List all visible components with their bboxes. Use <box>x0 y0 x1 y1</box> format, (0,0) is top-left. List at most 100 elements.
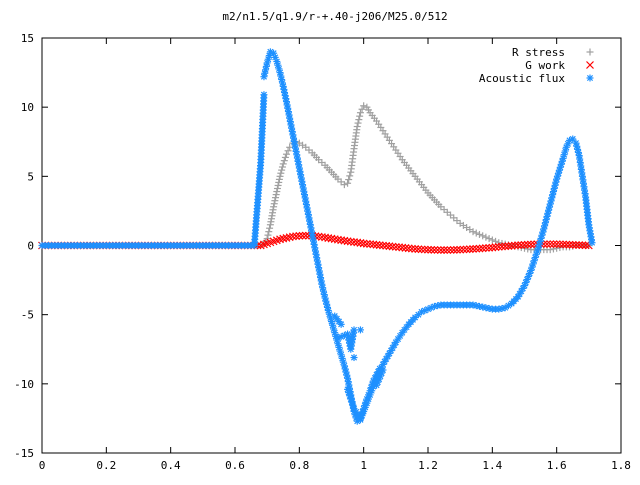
data-point <box>543 240 551 249</box>
data-point <box>275 175 283 183</box>
data-point <box>356 239 365 247</box>
data-point <box>469 245 477 253</box>
data-point <box>433 246 442 254</box>
y-tick-label: 15 <box>21 32 34 45</box>
data-point <box>482 233 490 241</box>
axis-ticks: 0 0.2 0.4 0.6 0.8 1 1.2 1.4 1.6 1.8 15 10 5 0 -5 -10 -15 <box>14 32 631 472</box>
data-point <box>443 246 452 254</box>
data-point <box>301 231 310 240</box>
data-point <box>379 241 387 250</box>
data-point <box>407 244 416 253</box>
data-point <box>362 239 371 248</box>
data-point <box>465 245 474 254</box>
data-point <box>568 240 577 249</box>
legend-label: G work <box>525 59 565 72</box>
data-point <box>562 240 571 249</box>
data-point <box>501 242 510 251</box>
data-point <box>286 143 294 151</box>
x-tick-label: 1.4 <box>482 459 502 472</box>
data-point <box>475 244 484 253</box>
data-point <box>288 232 297 241</box>
data-point <box>292 232 301 241</box>
data-point <box>271 197 279 205</box>
data-point <box>272 191 280 199</box>
data-point <box>561 147 569 155</box>
data-point <box>440 246 449 254</box>
data-point <box>270 203 278 211</box>
data-point <box>344 179 352 187</box>
data-point <box>578 241 587 250</box>
data-point <box>449 246 458 254</box>
data-point <box>549 240 558 249</box>
data-point <box>507 241 516 250</box>
data-point <box>327 234 336 243</box>
x-tick-label: 1 <box>360 459 367 472</box>
data-point <box>462 245 471 254</box>
data-point <box>446 246 455 254</box>
data-point <box>527 240 535 249</box>
data-point <box>346 172 354 180</box>
x-tick-label: 0.6 <box>225 459 245 472</box>
data-point <box>276 172 284 180</box>
data-point <box>569 135 577 143</box>
data-point <box>298 231 307 240</box>
data-point <box>359 239 368 248</box>
data-point <box>265 228 273 236</box>
data-point <box>411 245 420 253</box>
data-point <box>504 242 513 250</box>
data-point <box>295 231 304 240</box>
data-point <box>401 243 410 252</box>
data-point <box>273 185 281 193</box>
y-tick-label: 5 <box>27 170 34 183</box>
data-point <box>472 229 480 237</box>
data-point <box>270 200 278 208</box>
legend-label: Acoustic flux <box>479 72 565 85</box>
data-point <box>520 240 529 249</box>
data-point <box>358 105 366 113</box>
data-point <box>356 112 364 120</box>
data-point <box>337 236 346 245</box>
data-point <box>572 241 580 249</box>
data-point <box>498 242 506 251</box>
data-point <box>436 246 445 254</box>
data-point <box>346 237 355 246</box>
x-tick-label: 0.4 <box>161 459 181 472</box>
data-point <box>260 91 268 99</box>
data-point <box>559 240 568 249</box>
data-point <box>355 116 363 124</box>
data-point <box>388 242 397 251</box>
chart-title: m2/n1.5/q1.9/r-+.40-j206/M25.0/512 <box>222 10 447 23</box>
data-point <box>330 235 339 244</box>
data-point <box>395 243 403 252</box>
data-point <box>427 245 436 254</box>
data-point <box>325 310 333 318</box>
data-point <box>555 240 564 249</box>
data-point <box>472 244 481 253</box>
data-point <box>404 244 413 253</box>
data-point <box>281 153 289 161</box>
data-point <box>278 166 286 174</box>
data-point <box>414 245 423 254</box>
data-point <box>546 240 555 249</box>
data-point <box>350 238 358 246</box>
data-point <box>552 240 561 249</box>
data-point <box>488 236 496 244</box>
data-point <box>277 169 285 177</box>
x-tick-label: 1.8 <box>611 459 631 472</box>
data-point <box>345 176 353 184</box>
data-point <box>354 119 362 127</box>
data-point <box>430 246 439 254</box>
data-point <box>379 366 387 374</box>
data-point <box>353 123 361 131</box>
data-point <box>420 245 429 254</box>
y-tick-label: -10 <box>14 378 34 391</box>
data-point <box>581 241 590 250</box>
data-point <box>330 325 338 333</box>
data-point <box>488 243 497 252</box>
data-point <box>517 241 526 249</box>
data-point <box>272 194 280 202</box>
data-point <box>469 228 477 236</box>
x-tick-label: 1.2 <box>418 459 438 472</box>
data-point <box>274 61 282 69</box>
